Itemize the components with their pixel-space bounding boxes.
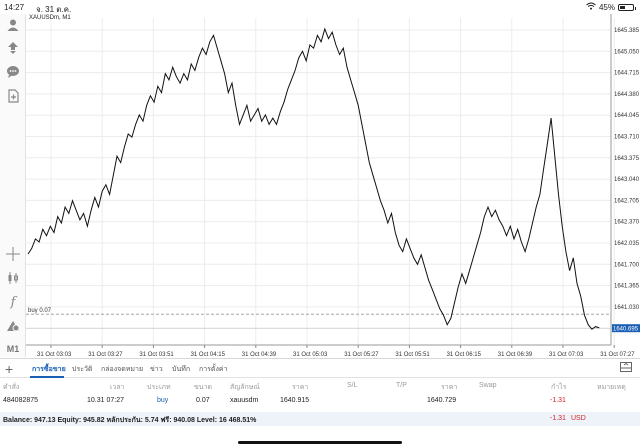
col-price: ราคา <box>292 384 309 391</box>
add-icon[interactable]: + <box>5 361 14 377</box>
time-tick-label: 31 Oct 07:03 <box>549 352 584 357</box>
price-tick-label: 1642.705 <box>614 198 640 204</box>
current-price-badge <box>612 324 640 333</box>
candlestick-icon[interactable] <box>5 270 21 286</box>
col-profit: กำไร <box>551 384 567 391</box>
indicators-icon[interactable]: f <box>10 294 16 310</box>
time-tick-label: 31 Oct 05:27 <box>344 352 379 357</box>
time-tick-label: 31 Oct 03:27 <box>88 352 123 357</box>
tab-settings[interactable]: การตั้งค่า <box>199 366 228 373</box>
home-indicator <box>238 441 402 444</box>
time-tick-label: 31 Oct 05:03 <box>293 352 328 357</box>
col-symbol: สัญลักษณ์ <box>230 384 260 391</box>
status-time: 14:27 <box>4 3 25 12</box>
price-tick-label: 1645.385 <box>614 28 640 34</box>
tab-journal[interactable]: บันทึก <box>172 366 191 373</box>
price-line <box>27 27 600 330</box>
tab-news[interactable]: ข่าว <box>150 366 163 373</box>
price-tick-label: 1645.050 <box>614 49 640 55</box>
time-tick-label: 31 Oct 06:39 <box>498 352 533 357</box>
col-time: เวลา <box>110 384 125 391</box>
objects-icon[interactable] <box>5 318 21 334</box>
tab-trade[interactable]: การซื้อขาย <box>32 366 66 373</box>
toolbox-tabs: + การซื้อขาย ประวัติ กล่องจดหมาย ข่าว บั… <box>0 358 640 378</box>
price-tick-label: 1641.365 <box>614 284 640 290</box>
trade-level-label: buy 0.07 <box>28 308 52 314</box>
current-price-label: 1640.695 <box>613 326 639 332</box>
left-toolbar: f M1 <box>0 14 26 357</box>
price-tick-label: 1643.040 <box>614 177 640 183</box>
account-currency: USD <box>571 415 586 422</box>
order-price: 1640.915 <box>280 397 310 404</box>
price-tick-label: 1643.375 <box>614 156 640 162</box>
col-type: ประเภท <box>147 384 171 391</box>
new-document-icon[interactable] <box>5 88 21 104</box>
table-row[interactable]: 484082875 10.31 07:27 buy 0.07 xauusdm 1… <box>0 393 640 409</box>
col-tp: T/P <box>396 382 407 389</box>
order-profit: -1.31 <box>550 397 566 404</box>
battery-icon <box>618 3 636 11</box>
price-tick-label: 1641.030 <box>614 305 640 311</box>
time-tick-label: 31 Oct 07:27 <box>600 352 635 357</box>
battery-level <box>620 5 626 9</box>
time-tick-label: 31 Oct 06:15 <box>447 352 482 357</box>
col-volume: ขนาด <box>194 384 213 391</box>
price-tick-label: 1642.035 <box>614 241 640 247</box>
price-tick-label: 1644.380 <box>614 92 640 98</box>
balance-bar: Balance: 947.13 Equity: 945.82 หลักประกั… <box>0 412 640 426</box>
user-icon[interactable] <box>5 17 21 33</box>
price-tick-label: 1644.045 <box>614 113 640 119</box>
order-symbol: xauusdm <box>230 397 259 404</box>
trade-arrows-icon[interactable] <box>5 40 21 56</box>
order-id: 484082875 <box>3 397 39 404</box>
time-tick-label: 31 Oct 04:39 <box>242 352 277 357</box>
battery-percent: 45% <box>598 2 615 12</box>
tab-history[interactable]: ประวัติ <box>72 366 93 373</box>
status-indicators: 45% <box>586 2 636 12</box>
chart-symbol-label: XAUUSDm, M1 <box>29 15 71 21</box>
price-tick-label: 1644.715 <box>614 71 640 77</box>
balance-summary: Balance: 947.13 Equity: 945.82 หลักประกั… <box>3 417 257 424</box>
price-tick-label: 1643.710 <box>614 135 640 141</box>
time-tick-label: 31 Oct 05:51 <box>395 352 430 357</box>
price-chart[interactable]: 1645.385 1645.050 1644.715 1644.380 1644.045… <box>26 14 640 357</box>
order-volume: 0.07 <box>196 397 210 404</box>
time-tick-label: 31 Oct 04:15 <box>191 352 226 357</box>
crosshair-icon[interactable] <box>5 246 21 262</box>
order-current-price: 1640.729 <box>427 397 457 404</box>
chat-icon[interactable] <box>5 64 21 80</box>
order-type: buy <box>157 397 169 404</box>
time-tick-label: 31 Oct 03:51 <box>139 352 174 357</box>
timeframe-button[interactable]: M1 <box>6 344 20 354</box>
col-swap: Swap <box>479 382 497 389</box>
order-time: 10.31 07:27 <box>87 397 124 404</box>
chart-canvas: 1645.385 1645.050 1644.715 1644.380 1644.045… <box>26 14 640 357</box>
wifi-icon <box>586 2 596 12</box>
col-order: คำสั่ง <box>3 384 20 391</box>
trade-table-header: คำสั่ง เวลา ประเภท ขนาด สัญลักษณ์ ราคา S… <box>0 378 640 393</box>
col-comment: หมายเหตุ <box>597 384 626 391</box>
col-sl: S/L <box>347 382 358 389</box>
status-date: จ. 31 ต.ค. <box>36 5 72 14</box>
active-tab-indicator <box>30 376 64 378</box>
col-current-price: ราคา <box>441 384 458 391</box>
collapse-panel-icon[interactable] <box>620 362 632 375</box>
price-tick-label: 1642.370 <box>614 220 640 226</box>
status-bar: 14:27 จ. 31 ต.ค. 45% <box>0 0 640 14</box>
total-profit: -1.31 <box>550 415 566 422</box>
price-tick-label: 1641.700 <box>614 262 640 268</box>
tab-mailbox[interactable]: กล่องจดหมาย <box>101 366 144 373</box>
time-tick-label: 31 Oct 03:03 <box>37 352 72 357</box>
